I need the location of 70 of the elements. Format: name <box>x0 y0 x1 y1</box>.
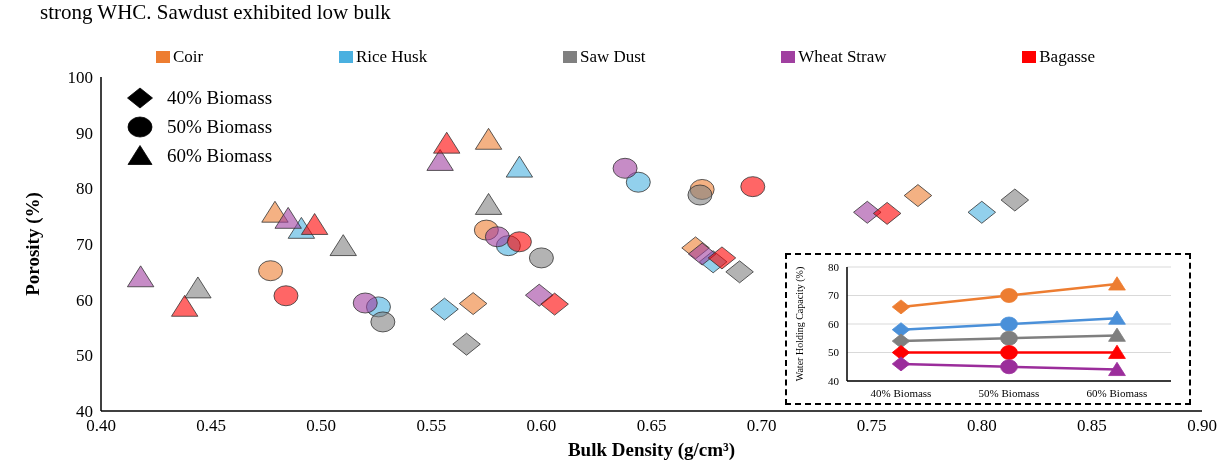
x-tick-label: 0.90 <box>1187 416 1217 436</box>
y-tick-label: 40 <box>828 374 840 387</box>
x-tick-label: 0.45 <box>196 416 226 436</box>
point <box>529 247 554 269</box>
x-tick-label: 0.40 <box>86 416 116 436</box>
point <box>484 226 510 248</box>
x-tick-label: 0.75 <box>856 416 887 436</box>
point <box>433 131 461 154</box>
x-tick-label: 0.70 <box>746 416 777 436</box>
point <box>506 231 532 253</box>
point <box>740 176 766 198</box>
y-tick-label: 90 <box>76 123 93 143</box>
x-tick-label: 0.50 <box>306 416 337 436</box>
text: strong WHC. Sawdust exhibited low bulk <box>40 0 391 24</box>
y-tick-label: 80 <box>76 179 93 199</box>
x-tick-label: 60% Biomass <box>1086 386 1148 399</box>
point <box>688 242 717 266</box>
point <box>707 246 737 270</box>
point <box>505 155 533 178</box>
point <box>540 292 569 316</box>
annotation: 50% Biomass <box>167 115 273 139</box>
point <box>687 184 713 206</box>
y-tick-label: 50 <box>76 346 93 366</box>
x-axis-title: Bulk Density (g/cm³) <box>567 439 736 461</box>
x-tick-label: 0.60 <box>526 416 557 436</box>
point <box>725 260 754 284</box>
legend-label: Bagasse <box>1039 47 1095 67</box>
y-tick-label: 60 <box>828 317 840 330</box>
y-tick-label: 80 <box>828 260 840 273</box>
x-tick-label: 0.85 <box>1077 416 1107 436</box>
point <box>474 193 503 215</box>
legend-label: Saw Dust <box>579 47 646 67</box>
point <box>1000 188 1029 212</box>
annotation: 40% Biomass <box>167 86 273 110</box>
point <box>458 292 488 315</box>
point <box>967 200 996 224</box>
x-tick-label: 0.55 <box>416 416 447 436</box>
point <box>452 332 481 356</box>
point <box>171 294 199 317</box>
point <box>258 260 283 282</box>
legend-label: Rice Husk <box>355 47 428 67</box>
legend-label: Coir <box>173 47 204 67</box>
legend-label: Wheat Straw <box>798 47 887 67</box>
point <box>370 311 396 333</box>
point <box>612 157 638 179</box>
point <box>300 213 329 235</box>
y-tick-label: 50 <box>828 346 840 359</box>
point <box>329 234 357 256</box>
x-tick-label: 50% Biomass <box>978 386 1040 399</box>
point <box>525 283 554 307</box>
y-tick-label: 70 <box>828 289 840 302</box>
x-tick-label: 0.80 <box>966 416 997 436</box>
y-tick-label: 60 <box>76 290 93 310</box>
point <box>273 285 299 307</box>
annotation: 60% Biomass <box>167 144 273 168</box>
x-tick-label: 40% Biomass <box>870 386 932 399</box>
y-axis-title: Water Holding Capacity (%) <box>793 266 806 382</box>
point <box>872 201 902 225</box>
x-tick-label: 0.65 <box>636 416 667 436</box>
point <box>903 184 933 207</box>
point <box>352 292 378 314</box>
point <box>184 276 212 299</box>
y-tick-label: 100 <box>67 68 93 88</box>
point <box>430 297 459 321</box>
y-axis-title: Porosity (%) <box>21 192 44 296</box>
y-tick-label: 70 <box>76 235 93 255</box>
point <box>274 207 302 229</box>
point <box>474 127 503 150</box>
point <box>127 265 155 288</box>
point <box>625 171 651 193</box>
